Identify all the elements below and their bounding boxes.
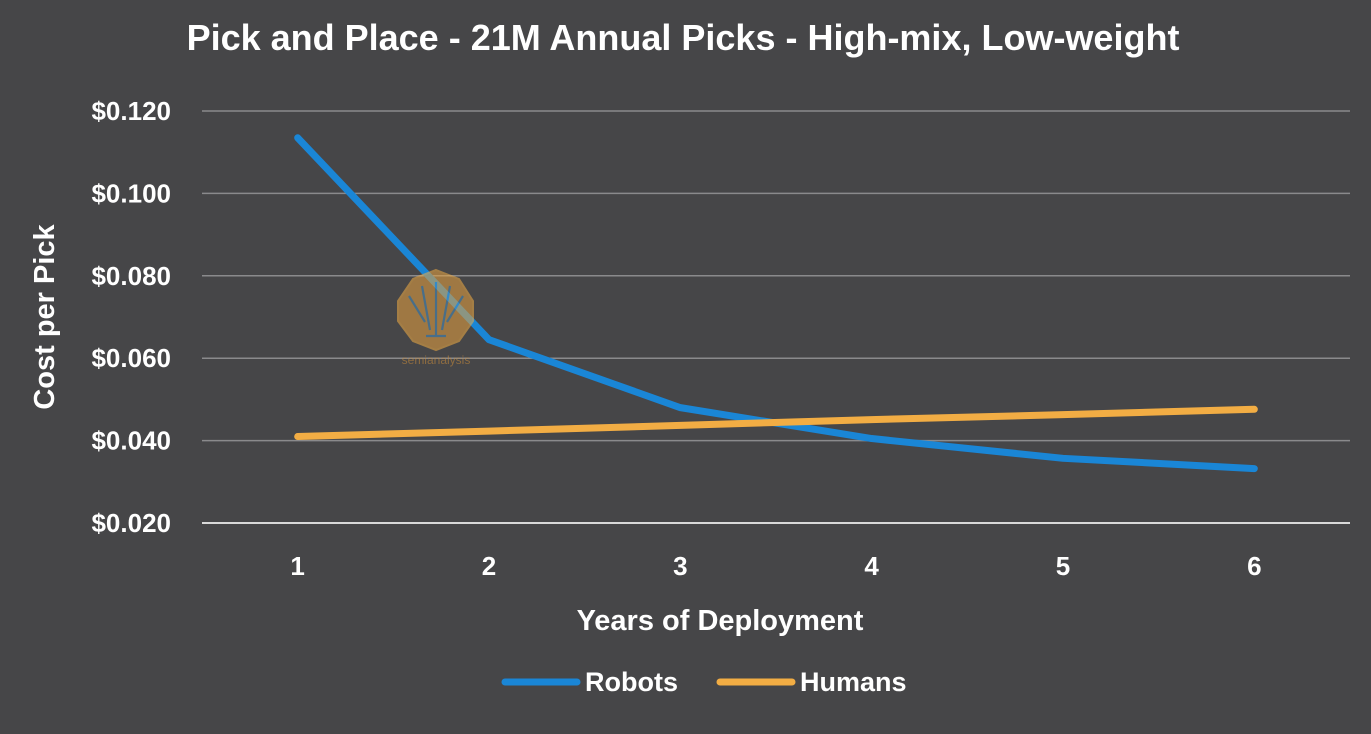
y-axis-title: Cost per Pick xyxy=(29,223,61,409)
watermark-text: semianalysis xyxy=(402,353,471,367)
x-axis-tick-labels: 1 2 3 4 5 6 xyxy=(290,551,1261,581)
legend: Robots Humans xyxy=(501,667,907,697)
y-axis-tick-labels: $0.020 $0.040 $0.060 $0.080 $0.100 $0.120 xyxy=(91,96,171,538)
y-tick-label: $0.040 xyxy=(91,426,171,456)
x-tick-label: 5 xyxy=(1056,551,1070,581)
y-tick-label: $0.120 xyxy=(91,96,171,126)
series-line-humans xyxy=(294,405,1258,440)
x-tick-label: 4 xyxy=(864,551,879,581)
x-tick-label: 2 xyxy=(482,551,496,581)
chart-title: Pick and Place - 21M Annual Picks - High… xyxy=(187,17,1180,58)
x-tick-label: 1 xyxy=(290,551,304,581)
legend-label-humans: Humans xyxy=(800,667,907,697)
legend-label-robots: Robots xyxy=(585,667,678,697)
y-tick-label: $0.100 xyxy=(91,178,171,208)
y-tick-label: $0.020 xyxy=(91,508,171,538)
gridlines xyxy=(202,110,1350,524)
x-tick-label: 6 xyxy=(1247,551,1261,581)
x-tick-label: 3 xyxy=(673,551,687,581)
watermark-logo-icon: semianalysis xyxy=(397,268,474,367)
x-axis-title: Years of Deployment xyxy=(577,605,864,637)
y-tick-label: $0.060 xyxy=(91,343,171,373)
y-tick-label: $0.080 xyxy=(91,261,171,291)
